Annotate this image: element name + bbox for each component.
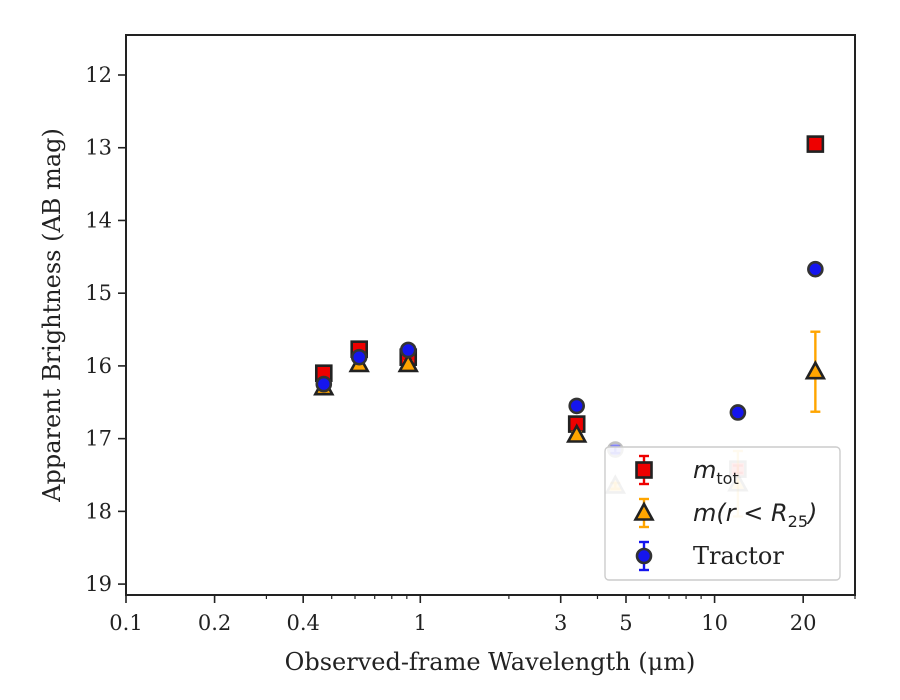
data-point [807, 260, 824, 278]
y-tick-label: 12 [85, 63, 112, 87]
data-point [399, 341, 417, 359]
data-point [568, 397, 586, 415]
y-tick-label: 13 [85, 136, 112, 160]
data-point [350, 348, 368, 366]
y-tick-label: 19 [85, 572, 112, 596]
x-tick-label: 20 [790, 611, 817, 635]
legend-marker [633, 501, 655, 521]
data-point [729, 404, 747, 421]
series-square [314, 135, 825, 478]
data-point [397, 352, 419, 373]
y-axis-ticks: 12 13 14 15 16 17 18 19 [85, 63, 126, 596]
y-tick-label: 15 [85, 281, 112, 305]
x-axis-ticks: 0.1 0.2 0.4 1 3 5 10 20 [109, 595, 856, 635]
x-tick-label: 0.1 [109, 611, 142, 635]
y-tick-label: 14 [85, 208, 112, 232]
legend-label: Tractor [693, 542, 784, 570]
legend-entry: m(r < R25) [633, 497, 817, 531]
legend: mtot m(r < R25) Tractor [604, 446, 841, 581]
legend-marker [635, 547, 653, 565]
y-tick-label: 17 [85, 427, 112, 451]
x-axis-label: Observed-frame Wavelength (μm) [285, 648, 696, 676]
y-axis-label: Apparent Brightness (AB mag) [38, 128, 66, 503]
data-point [566, 423, 588, 443]
plot-frame [125, 34, 856, 596]
y-tick-label: 16 [85, 354, 112, 378]
x-tick-label: 0.2 [198, 611, 231, 635]
data-point [315, 375, 333, 393]
y-tick-label: 18 [85, 499, 112, 523]
legend-entry: mtot [635, 454, 739, 488]
x-tick-label: 3 [554, 611, 567, 635]
x-tick-label: 10 [701, 611, 728, 635]
legend-marker [635, 461, 653, 479]
data-point [806, 135, 825, 153]
legend-entry: Tractor [635, 540, 784, 572]
x-tick-label: 5 [619, 611, 632, 635]
x-tick-label: 0.4 [286, 611, 319, 635]
x-tick-label: 1 [414, 611, 427, 635]
legend-label: mtot [693, 456, 739, 488]
legend-box [604, 446, 841, 581]
legend-label: m(r < R25) [693, 499, 817, 531]
data-point [804, 360, 827, 380]
